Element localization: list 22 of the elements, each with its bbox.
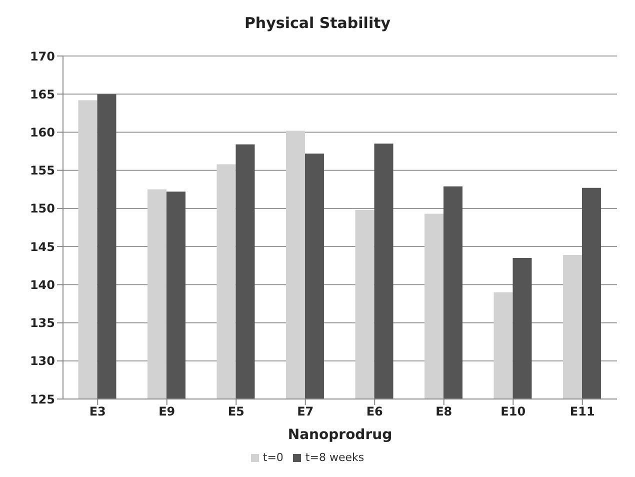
x-tick-label: E10 xyxy=(500,404,526,419)
y-tick-label: 155 xyxy=(30,164,55,178)
chart-title: Physical Stability xyxy=(243,13,392,34)
y-tick-label: 145 xyxy=(30,240,55,254)
x-tick-label: E11 xyxy=(570,404,595,419)
y-tick-label: 140 xyxy=(30,278,55,292)
legend-label: t=8 weeks xyxy=(305,451,364,464)
x-tick-label: E3 xyxy=(89,404,106,419)
y-tick-label: 135 xyxy=(30,316,55,330)
y-tick-label: 170 xyxy=(30,49,55,64)
x-tick-label: E5 xyxy=(228,404,244,419)
x-tick-label: E6 xyxy=(366,404,383,419)
x-tick-label: E7 xyxy=(297,404,314,419)
x-tick-label: E9 xyxy=(158,404,176,419)
x-tick-label: E8 xyxy=(436,404,452,419)
y-tick-label: 165 xyxy=(30,87,55,102)
x-axis-title: Nanoprodrug xyxy=(288,427,392,443)
y-tick-label: 150 xyxy=(30,202,55,216)
y-tick-label: 125 xyxy=(30,392,55,406)
y-tick-label: 160 xyxy=(30,125,55,140)
legend-label: t=0 xyxy=(262,451,284,464)
y-tick-label: 130 xyxy=(30,354,55,368)
